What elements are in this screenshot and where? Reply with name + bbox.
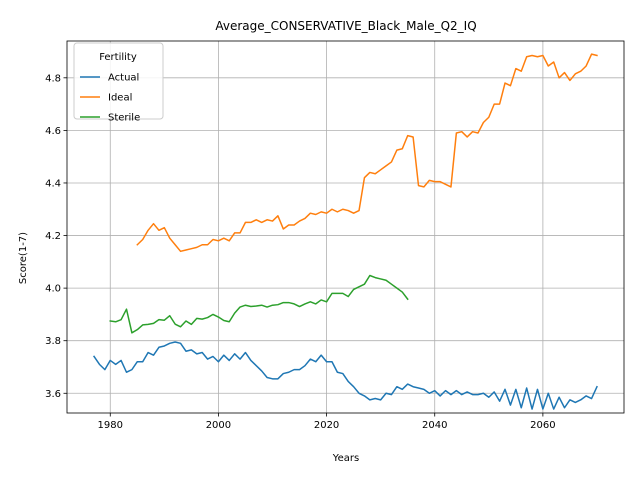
y-axis: 3.6 3.8 4.0 4.2 4.4 4.6 4.8 [45, 73, 67, 400]
series-line-ideal [136, 53, 598, 253]
x-tick-label: 1980 [98, 420, 123, 431]
legend-title: Fertility [99, 52, 137, 63]
series-line-actual [92, 341, 598, 410]
y-tick-label: 4.0 [45, 284, 61, 295]
plot-frame [66, 40, 625, 414]
x-axis-title: Years [332, 453, 359, 464]
grid [67, 41, 624, 413]
series-layer [92, 53, 598, 410]
y-tick-label: 4.8 [45, 73, 61, 84]
legend: Fertility Actual Ideal Sterile [73, 42, 164, 124]
y-tick-label: 4.2 [45, 231, 61, 242]
y-axis-title: Score(1-7) [18, 232, 29, 284]
x-axis: 1980 2000 2020 2040 2060 [98, 413, 556, 431]
series-line-sterile [109, 274, 409, 334]
chart-title: Average_CONSERVATIVE_Black_Male_Q2_IQ [215, 19, 476, 33]
legend-label-sterile: Sterile [108, 113, 140, 124]
x-tick-label: 2060 [530, 420, 555, 431]
x-tick-label: 2040 [422, 420, 447, 431]
x-tick-label: 2000 [206, 420, 231, 431]
x-tick-label: 2020 [314, 420, 339, 431]
y-tick-label: 4.6 [45, 126, 61, 137]
legend-box [73, 42, 164, 120]
y-tick-label: 4.4 [45, 178, 61, 189]
legend-entries: Actual Ideal Sterile [80, 73, 140, 124]
y-tick-label: 3.6 [45, 389, 61, 400]
legend-label-ideal: Ideal [108, 93, 132, 104]
legend-label-actual: Actual [108, 73, 139, 84]
y-tick-label: 3.8 [45, 336, 61, 347]
